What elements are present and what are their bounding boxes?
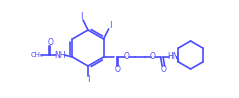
Text: I: I	[87, 75, 89, 84]
Text: I: I	[109, 20, 112, 29]
Text: O: O	[160, 65, 166, 74]
Text: NH: NH	[55, 50, 66, 59]
Text: O: O	[124, 52, 130, 61]
Text: O: O	[114, 65, 120, 74]
Text: O: O	[150, 52, 156, 61]
Text: I: I	[80, 11, 82, 20]
Text: CH₃: CH₃	[31, 52, 44, 58]
Text: O: O	[48, 38, 53, 46]
Text: HN: HN	[167, 52, 178, 61]
